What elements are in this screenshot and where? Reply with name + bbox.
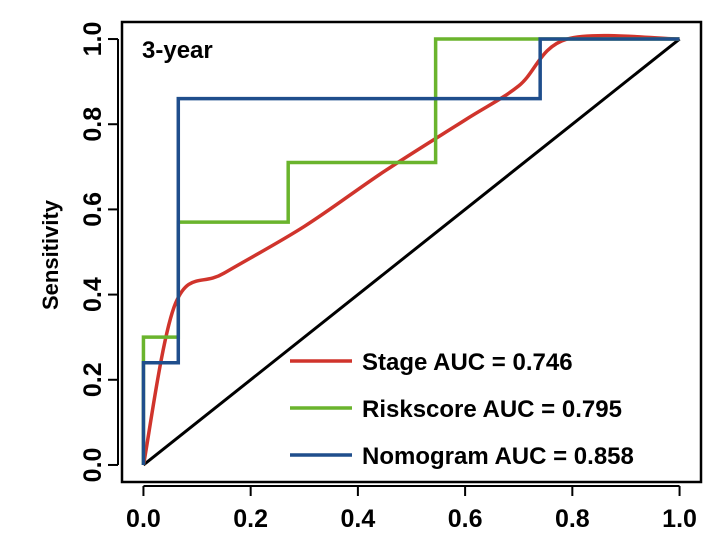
y-tick-label: 0.2 — [79, 362, 107, 397]
y-axis-title: Sensitivity — [38, 199, 63, 310]
series-line-2 — [141, 37, 680, 465]
x-tick-label: 0.2 — [233, 505, 268, 533]
reference-layer — [142, 37, 681, 467]
series-line-1 — [141, 33, 680, 466]
x-tick-label: 0.8 — [555, 505, 590, 533]
chart-title: 3-year — [142, 37, 213, 64]
legend-label-3: Nomogram AUC = 0.858 — [362, 443, 634, 470]
y-tick-label: 0.8 — [79, 107, 107, 142]
x-tick-label: 0.0 — [126, 505, 161, 533]
plot-frame — [120, 20, 703, 484]
y-tick-label: 0.4 — [79, 277, 107, 312]
x-tick-label: 0.4 — [341, 505, 376, 533]
y-tick-label: 1.0 — [79, 22, 107, 57]
legend-label-1: Stage AUC = 0.746 — [362, 349, 573, 376]
series-layer — [141, 33, 680, 466]
reference-diagonal-line — [142, 37, 681, 467]
y-tick-label: 0.6 — [79, 192, 107, 227]
series-line-3 — [141, 37, 680, 465]
legend-label-2: Riskscore AUC = 0.795 — [362, 396, 622, 423]
x-tick-label: 1.0 — [662, 505, 697, 533]
legend: Stage AUC = 0.746 Riskscore AUC = 0.795 No… — [290, 349, 634, 470]
x-tick-label: 0.6 — [448, 505, 483, 533]
axes-layer: 0.0 0.2 0.4 0.6 0.8 1.0 0.0 0.2 0.4 0.6 0.8 1.0 — [79, 22, 697, 533]
y-tick-label: 0.0 — [79, 448, 107, 483]
